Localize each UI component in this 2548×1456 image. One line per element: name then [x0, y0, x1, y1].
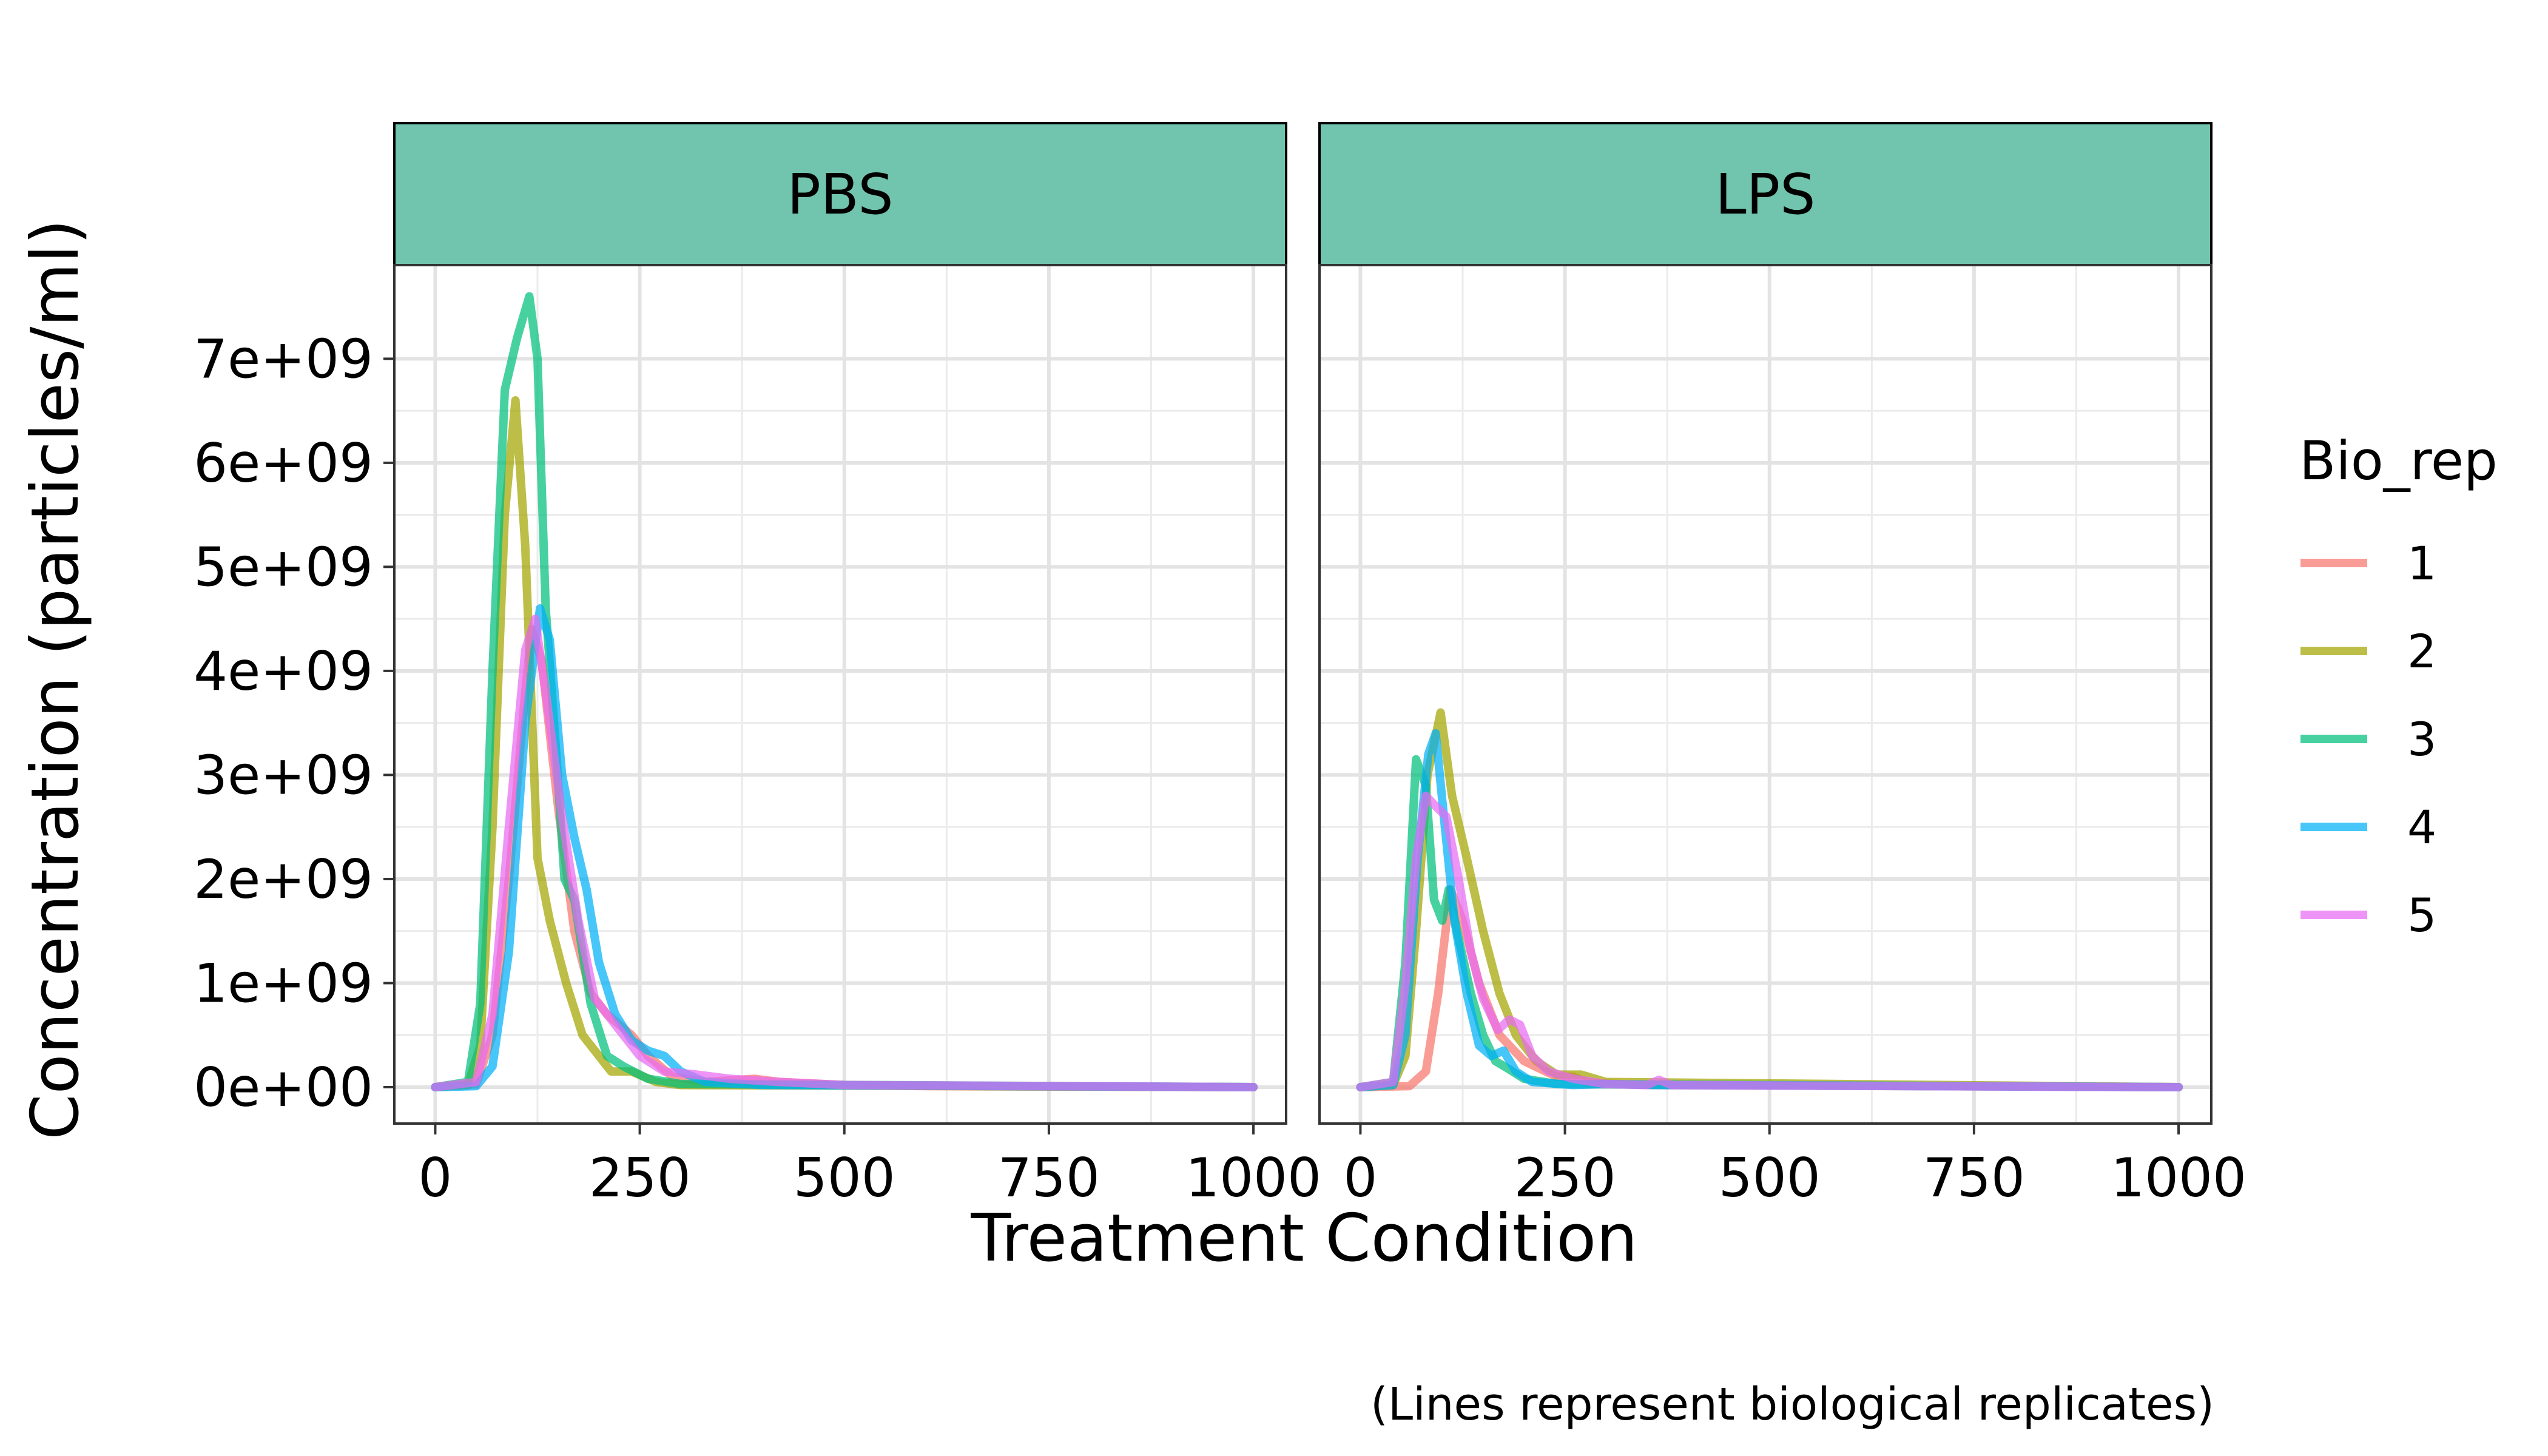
panel-border — [393, 264, 1287, 1125]
facet-strip-label: PBS — [787, 162, 893, 227]
legend-label-bio-rep-3: 3 — [2407, 712, 2436, 766]
y-tick-label: 5e+09 — [194, 536, 373, 598]
y-tick-label: 1e+09 — [194, 952, 373, 1014]
y-tick-label: 4e+09 — [194, 640, 373, 703]
facet-strip-label: LPS — [1715, 162, 1815, 227]
series-lines — [431, 292, 1258, 1091]
panel-pbs: PBS 0 250 500 750 1000 — [393, 122, 1321, 1209]
series-line-bio-rep-5 — [1356, 791, 2183, 1091]
x-tick-label: 1000 — [2111, 1147, 2246, 1209]
x-tick-label: 500 — [794, 1147, 895, 1209]
y-tick-label: 7e+09 — [194, 328, 373, 390]
legend: Bio_rep 1 2 3 4 5 — [2299, 430, 2498, 942]
x-axis-title: Treatment Condition — [970, 1201, 1637, 1276]
x-tick-label: 500 — [1719, 1147, 1821, 1209]
y-tick-label: 2e+09 — [194, 848, 373, 911]
x-tick-label: 1000 — [1185, 1147, 1321, 1209]
y-tick-label: 6e+09 — [194, 432, 373, 494]
x-tick-label: 0 — [418, 1147, 452, 1209]
x-tick-label: 750 — [998, 1147, 1100, 1209]
facet-strip — [393, 122, 1287, 266]
legend-label-bio-rep-5: 5 — [2407, 888, 2436, 942]
x-tick-label: 250 — [589, 1147, 691, 1209]
legend-label-bio-rep-1: 1 — [2407, 536, 2436, 590]
x-tick-label: 0 — [1343, 1147, 1377, 1209]
panel-lps: LPS 0 250 500 750 1000 — [1318, 122, 2246, 1209]
panel-border — [1318, 264, 2213, 1125]
y-axis-title: Concentration (particles/ml) — [18, 219, 93, 1140]
series-lines — [1356, 708, 2183, 1091]
x-tick-label: 750 — [1923, 1147, 2025, 1209]
series-line-bio-rep-5 — [431, 615, 1258, 1091]
plot-background — [1320, 265, 2211, 1124]
caption: (Lines represent biological replicates) — [1370, 1378, 2214, 1431]
y-tick-label: 0e+00 — [194, 1056, 373, 1119]
legend-title: Bio_rep — [2299, 430, 2498, 492]
legend-label-bio-rep-2: 2 — [2407, 624, 2436, 678]
facet-strip — [1318, 122, 2213, 266]
y-tick-label: 3e+09 — [194, 744, 373, 806]
x-tick-label: 250 — [1514, 1147, 1616, 1209]
facet-panels: PBS 0 250 500 750 1000 LPS 0 250 500 750 1000 — [393, 122, 2246, 1209]
legend-label-bio-rep-4: 4 — [2407, 800, 2436, 854]
y-axis: 0e+00 1e+09 2e+09 3e+09 4e+09 5e+09 6e+09 7e+09 — [194, 328, 394, 1119]
